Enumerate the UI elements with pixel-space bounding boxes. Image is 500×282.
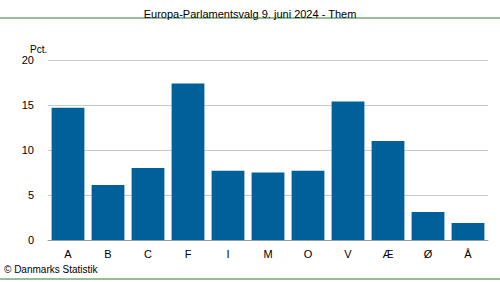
svg-text:15: 15 <box>22 99 34 111</box>
svg-text:V: V <box>344 248 352 260</box>
svg-text:0: 0 <box>28 234 34 246</box>
svg-text:B: B <box>104 248 111 260</box>
svg-text:I: I <box>226 248 229 260</box>
svg-text:10: 10 <box>22 144 34 156</box>
svg-text:5: 5 <box>28 189 34 201</box>
svg-text:Pct.: Pct. <box>30 44 47 55</box>
svg-text:Europa-Parlamentsvalg 9. juni: Europa-Parlamentsvalg 9. juni 2024 - The… <box>144 8 357 20</box>
svg-text:M: M <box>263 248 272 260</box>
svg-text:C: C <box>144 248 152 260</box>
svg-text:Ø: Ø <box>424 248 433 260</box>
svg-text:Å: Å <box>464 248 472 260</box>
svg-text:Æ: Æ <box>383 248 394 260</box>
svg-text:20: 20 <box>22 54 34 66</box>
svg-text:© Danmarks Statistik: © Danmarks Statistik <box>4 264 99 275</box>
svg-text:F: F <box>185 248 192 260</box>
svg-text:O: O <box>304 248 313 260</box>
svg-text:A: A <box>64 248 72 260</box>
